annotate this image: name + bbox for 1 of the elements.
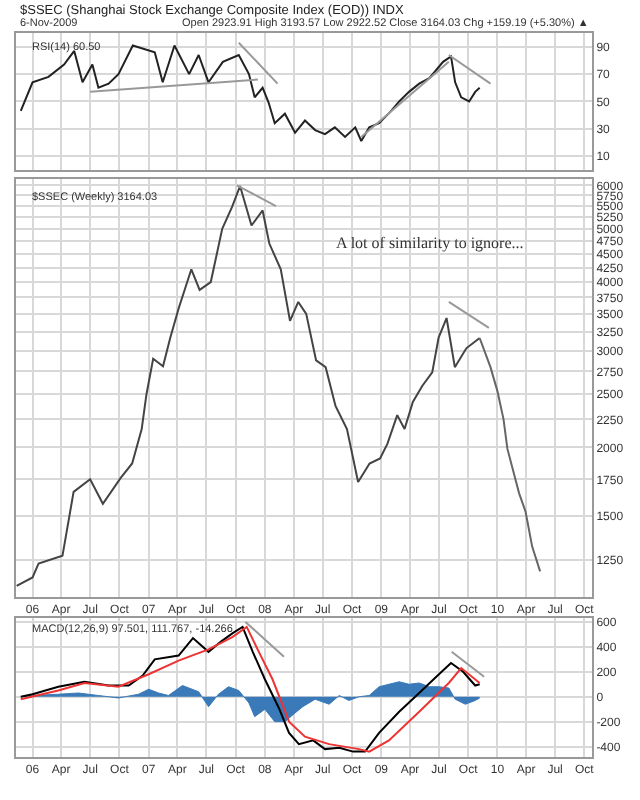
annotation: A lot of similarity to ignore... [336,234,524,252]
